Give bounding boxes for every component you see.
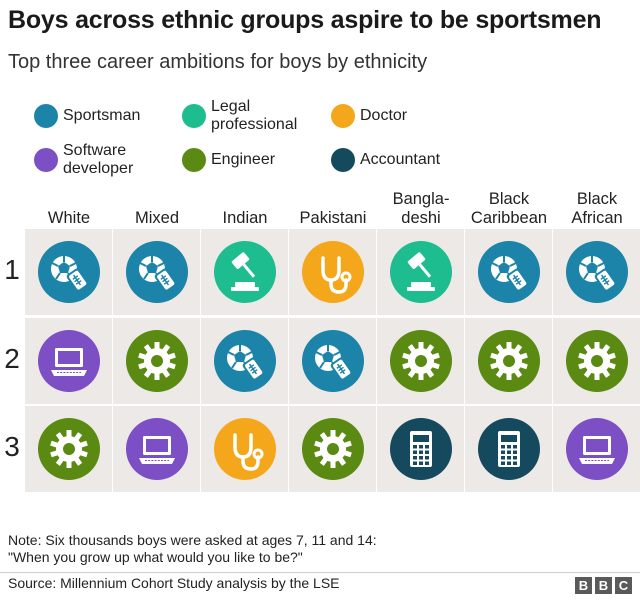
- grid-cell: [113, 406, 200, 492]
- legend-label: Software developer: [63, 142, 134, 177]
- software-icon: [37, 329, 101, 393]
- column-header: Black Caribbean: [470, 190, 548, 227]
- legend-swatch-doctor: [331, 104, 355, 128]
- grid-cell: [113, 229, 200, 315]
- grid-cell: [377, 318, 464, 404]
- legend-label: Legal professional: [211, 98, 298, 133]
- grid-cell: [289, 406, 376, 492]
- engineer-icon: [565, 329, 629, 393]
- sportsman-icon: [301, 329, 365, 393]
- grid-cell: [201, 318, 288, 404]
- logo-letter: B: [575, 577, 592, 594]
- legal-icon: [213, 240, 277, 304]
- legend-swatch-accountant: [331, 148, 355, 172]
- column-header: White: [47, 209, 91, 227]
- column-header: Indian: [222, 209, 268, 227]
- software-icon: [125, 417, 189, 481]
- legend-swatch-sportsman: [34, 104, 58, 128]
- logo-letter: C: [615, 577, 632, 594]
- engineer-icon: [477, 329, 541, 393]
- note-line-1: Note: Six thousands boys were asked at a…: [8, 532, 377, 548]
- legend-item-sportsman: Sportsman: [34, 101, 140, 131]
- engineer-icon: [301, 417, 365, 481]
- grid-cell: [25, 406, 112, 492]
- sportsman-icon: [125, 240, 189, 304]
- grid-cell: [553, 229, 640, 315]
- sportsman-icon: [477, 240, 541, 304]
- chart-subtitle: Top three career ambitions for boys by e…: [8, 51, 428, 73]
- legend-item-software: Software developer: [34, 142, 134, 177]
- sportsman-icon: [37, 240, 101, 304]
- engineer-icon: [125, 329, 189, 393]
- column-header: Bangla- deshi: [392, 190, 450, 227]
- doctor-icon: [301, 240, 365, 304]
- legend-item-engineer: Engineer: [182, 145, 275, 175]
- legend-swatch-software: [34, 148, 58, 172]
- grid-cell: [465, 406, 552, 492]
- row-rank-label: 3: [4, 431, 20, 462]
- accountant-icon: [477, 417, 541, 481]
- legend-swatch-engineer: [182, 148, 206, 172]
- grid-cell: [289, 318, 376, 404]
- note-line-2: "When you grow up what would you like to…: [8, 549, 303, 565]
- accountant-icon: [389, 417, 453, 481]
- note: Note: Six thousands boys were asked at a…: [8, 532, 377, 566]
- legend-swatch-legal: [182, 104, 206, 128]
- column-header: Black African: [571, 190, 623, 227]
- bbc-logo: B B C: [575, 577, 632, 594]
- legal-icon: [389, 240, 453, 304]
- grid-cell: [465, 318, 552, 404]
- legend-item-accountant: Accountant: [331, 145, 440, 175]
- grid-cell: [25, 318, 112, 404]
- sportsman-icon: [213, 329, 277, 393]
- grid-cell: [553, 406, 640, 492]
- grid-cell: [289, 229, 376, 315]
- legend-label: Accountant: [360, 151, 441, 168]
- sportsman-icon: [565, 240, 629, 304]
- grid-cell: [25, 229, 112, 315]
- legend-label: Doctor: [360, 107, 408, 124]
- grid-cell: [201, 406, 288, 492]
- source-text: Source: Millennium Cohort Study analysis…: [8, 575, 340, 591]
- footer-divider: [0, 572, 640, 573]
- software-icon: [565, 417, 629, 481]
- engineer-icon: [389, 329, 453, 393]
- grid-cell: [465, 229, 552, 315]
- row-rank-label: 2: [4, 343, 20, 374]
- grid-cell: [201, 229, 288, 315]
- chart-title: Boys across ethnic groups aspire to be s…: [8, 6, 602, 34]
- grid-cell: [553, 318, 640, 404]
- legend-item-legal: Legal professional: [182, 98, 298, 133]
- doctor-icon: [213, 417, 277, 481]
- grid-cell: [113, 318, 200, 404]
- legend-label: Engineer: [211, 151, 276, 168]
- column-header: Mixed: [134, 209, 179, 227]
- grid-cell: [377, 229, 464, 315]
- legend-item-doctor: Doctor: [331, 101, 407, 131]
- logo-letter: B: [595, 577, 612, 594]
- engineer-icon: [37, 417, 101, 481]
- legend-label: Sportsman: [63, 107, 141, 124]
- grid-cell: [377, 406, 464, 492]
- row-rank-label: 1: [4, 254, 20, 285]
- column-header: Pakistani: [299, 209, 367, 227]
